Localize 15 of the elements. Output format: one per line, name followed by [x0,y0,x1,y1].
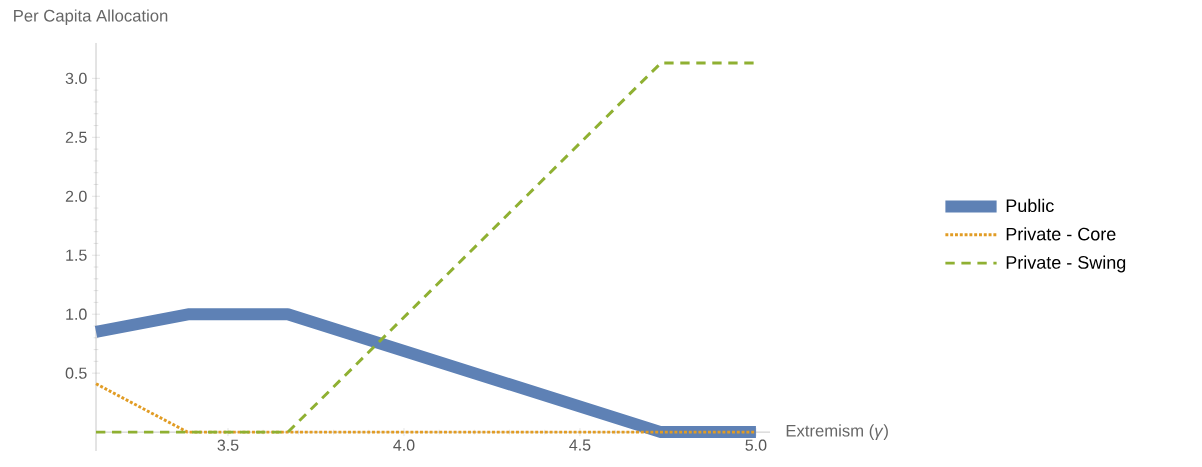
x-tick-label: 4.0 [393,439,415,451]
x-tick-label: 3.5 [217,439,239,451]
x-tick-label: 4.5 [569,439,591,451]
y-axis-title: Per Capita Allocation [14,9,168,25]
y-tick-label: 3.0 [65,72,87,85]
x-axis-title: Extremism (γ) [786,424,888,440]
y-tick-label: 1.0 [66,308,87,320]
legend-label: Private - Core [1006,227,1116,241]
legend-label: Private - Swing [1006,255,1126,273]
y-tick-label: 2.0 [65,190,87,202]
y-tick-label: 1.5 [66,249,87,261]
y-tick-label: 2.5 [65,131,87,143]
y-tick-label: 0.5 [65,367,87,379]
x-tick-label: 5.0 [745,439,767,451]
legend-label: Public [1006,198,1054,213]
